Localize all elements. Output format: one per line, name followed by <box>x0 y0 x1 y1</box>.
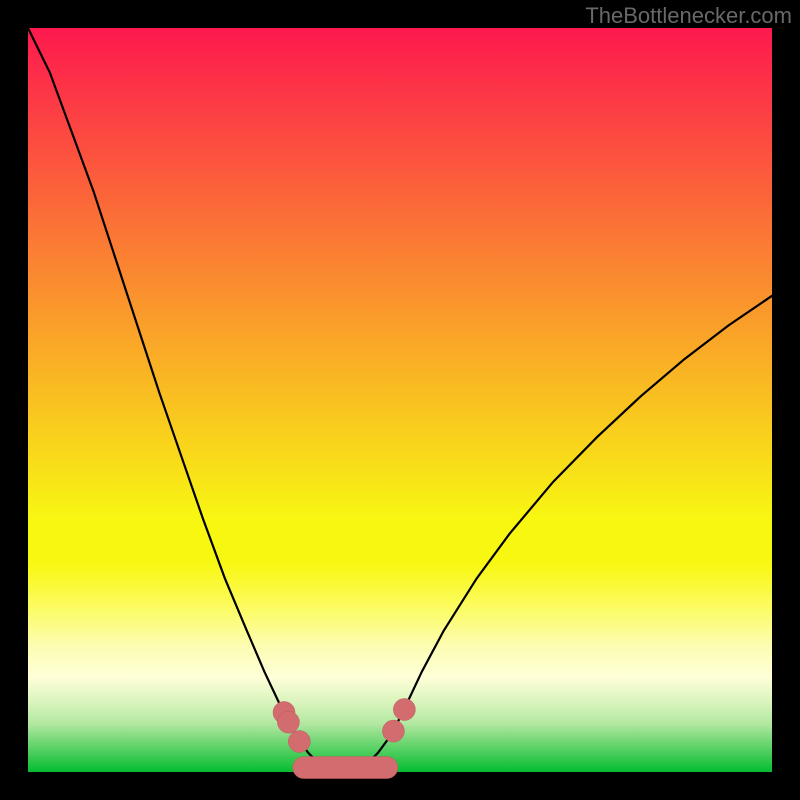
marker-bar <box>293 757 398 779</box>
watermark-text: TheBottlenecker.com <box>585 3 792 29</box>
chart-container: TheBottlenecker.com <box>0 0 800 800</box>
marker-dot <box>382 720 404 742</box>
bottleneck-chart <box>0 0 800 800</box>
marker-dot <box>393 699 415 721</box>
marker-dot <box>277 711 299 733</box>
plot-background <box>28 28 772 772</box>
marker-dot <box>288 731 310 753</box>
